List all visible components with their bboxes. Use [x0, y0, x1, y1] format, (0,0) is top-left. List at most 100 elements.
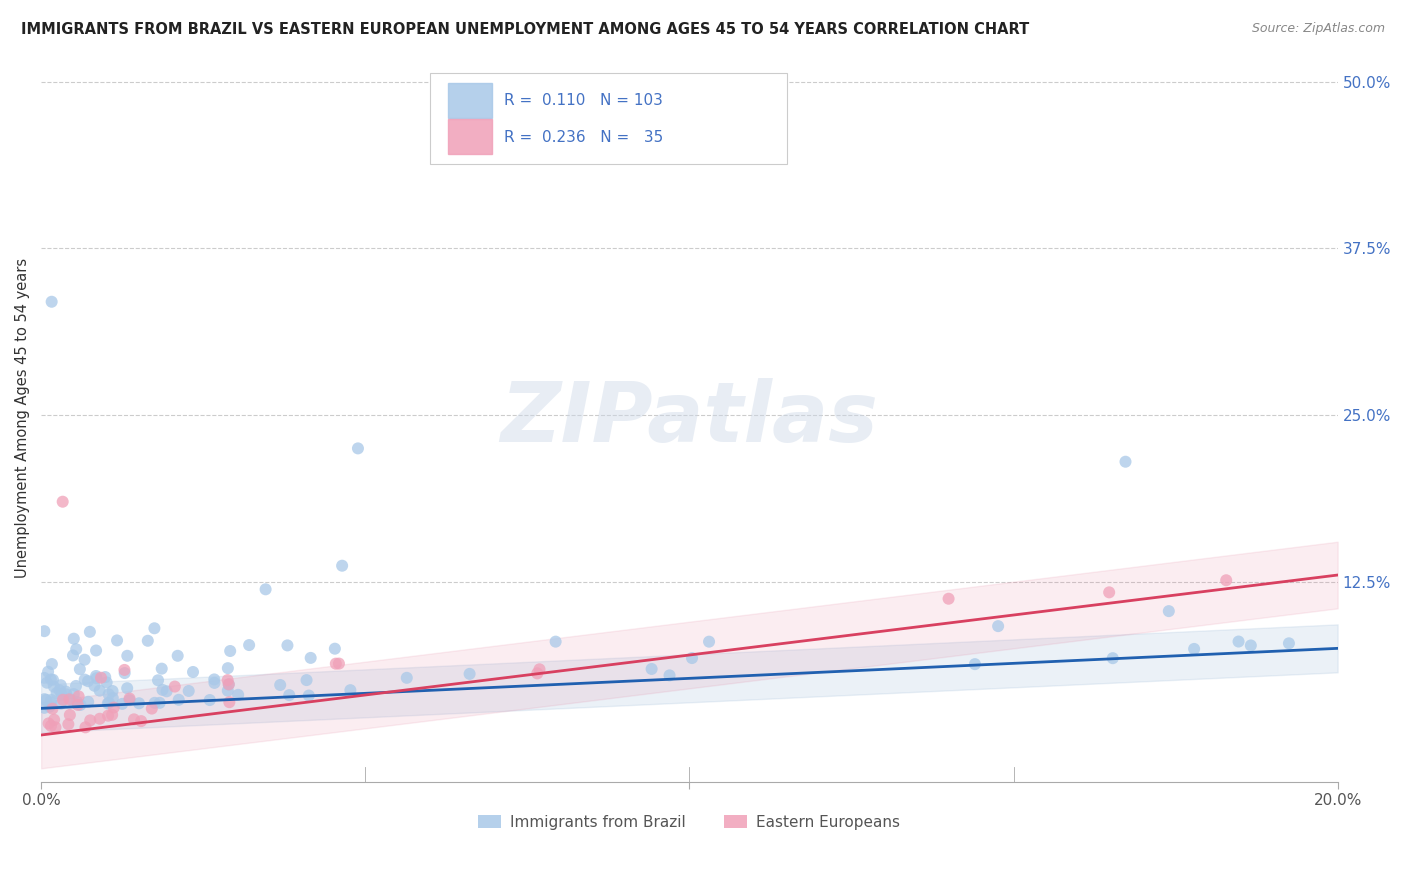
- Point: [60, 692, 83, 706]
- Point: [544, 634, 567, 648]
- Point: [51, 688, 73, 702]
- Point: [38, 699, 60, 714]
- Point: [143, 696, 166, 710]
- Point: [73, 653, 96, 667]
- Point: [62, 632, 84, 646]
- Point: [45, 686, 67, 700]
- Point: [49, 697, 72, 711]
- Point: [238, 638, 260, 652]
- Point: [79, 714, 101, 728]
- Point: [330, 558, 353, 573]
- Point: [1098, 585, 1121, 599]
- Point: [219, 644, 242, 658]
- Point: [38, 716, 60, 731]
- FancyBboxPatch shape: [449, 83, 492, 118]
- Point: [48, 683, 70, 698]
- Point: [529, 662, 551, 676]
- Point: [122, 712, 145, 726]
- Point: [62, 648, 84, 663]
- Point: [34, 692, 56, 706]
- Point: [67, 690, 90, 704]
- Point: [52, 494, 75, 508]
- Point: [101, 707, 124, 722]
- Point: [42, 713, 65, 727]
- Point: [118, 693, 141, 707]
- Point: [204, 676, 226, 690]
- Point: [97, 696, 120, 710]
- Point: [65, 642, 87, 657]
- Point: [66, 698, 89, 712]
- Point: [1215, 574, 1237, 588]
- Point: [97, 697, 120, 711]
- Point: [339, 683, 361, 698]
- Point: [323, 641, 346, 656]
- Point: [152, 682, 174, 697]
- Point: [218, 695, 240, 709]
- Point: [89, 683, 111, 698]
- Point: [84, 669, 107, 683]
- Point: [218, 677, 240, 691]
- Point: [58, 717, 80, 731]
- Point: [34, 624, 56, 639]
- Point: [347, 442, 370, 456]
- Point: [101, 691, 124, 706]
- Point: [458, 666, 481, 681]
- Point: [105, 633, 128, 648]
- Point: [276, 639, 298, 653]
- Point: [41, 702, 63, 716]
- Point: [118, 691, 141, 706]
- Point: [198, 693, 221, 707]
- FancyBboxPatch shape: [430, 73, 786, 164]
- Point: [177, 684, 200, 698]
- Text: ZIPatlas: ZIPatlas: [501, 378, 879, 458]
- Point: [128, 696, 150, 710]
- Text: R =  0.236   N =   35: R = 0.236 N = 35: [503, 129, 664, 145]
- Point: [938, 591, 960, 606]
- Point: [1240, 639, 1263, 653]
- Point: [395, 671, 418, 685]
- Point: [141, 701, 163, 715]
- Legend: Immigrants from Brazil, Eastern Europeans: Immigrants from Brazil, Eastern European…: [472, 808, 907, 836]
- Point: [167, 693, 190, 707]
- Point: [1227, 634, 1250, 648]
- Point: [681, 651, 703, 665]
- Point: [129, 714, 152, 728]
- Point: [44, 720, 66, 734]
- Point: [49, 678, 72, 692]
- Point: [101, 684, 124, 698]
- Point: [299, 651, 322, 665]
- Point: [143, 621, 166, 635]
- Point: [298, 689, 321, 703]
- Text: Source: ZipAtlas.com: Source: ZipAtlas.com: [1251, 22, 1385, 36]
- Point: [69, 698, 91, 712]
- Point: [526, 666, 548, 681]
- Point: [66, 695, 89, 709]
- Point: [226, 688, 249, 702]
- Point: [218, 677, 240, 691]
- Point: [89, 712, 111, 726]
- Point: [325, 657, 347, 671]
- Point: [97, 687, 120, 701]
- Point: [59, 708, 82, 723]
- Point: [1182, 641, 1205, 656]
- Point: [987, 619, 1010, 633]
- Point: [1101, 651, 1123, 665]
- Point: [136, 633, 159, 648]
- Point: [77, 695, 100, 709]
- Point: [37, 665, 59, 679]
- Point: [295, 673, 318, 687]
- Point: [1278, 636, 1301, 650]
- Point: [1157, 604, 1180, 618]
- Point: [217, 683, 239, 698]
- Point: [86, 671, 108, 685]
- Point: [963, 657, 986, 672]
- Point: [63, 687, 86, 701]
- Point: [97, 708, 120, 723]
- Point: [217, 661, 239, 675]
- Text: R =  0.110   N = 103: R = 0.110 N = 103: [503, 94, 662, 109]
- Point: [278, 688, 301, 702]
- Point: [65, 679, 87, 693]
- Point: [217, 673, 239, 687]
- Point: [254, 582, 277, 597]
- Point: [103, 700, 125, 714]
